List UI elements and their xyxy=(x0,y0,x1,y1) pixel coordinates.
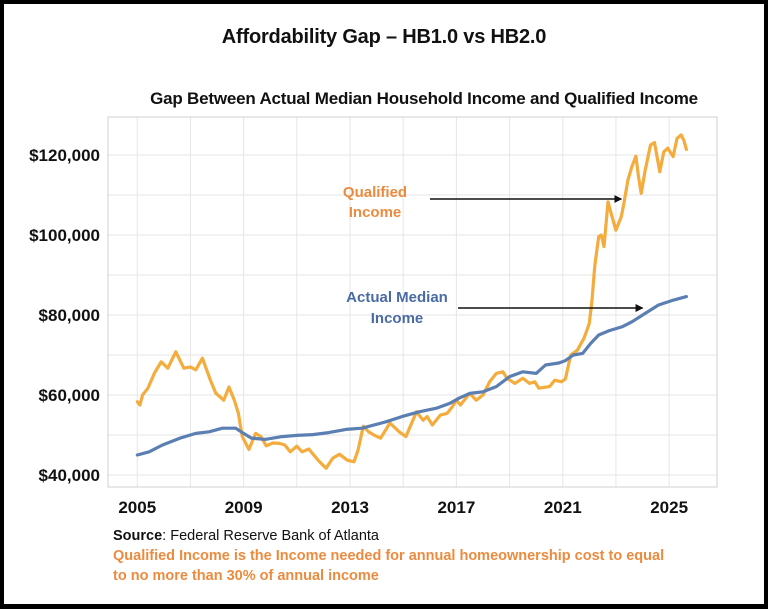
actual-median-income-annotation-label: Actual Median xyxy=(346,289,448,306)
x-tick-label: 2009 xyxy=(225,498,263,517)
x-tick-label: 2017 xyxy=(437,498,475,517)
definition-note-line-2: to no more than 30% of annual income xyxy=(113,568,379,584)
page-title: Affordability Gap – HB1.0 vs HB2.0 xyxy=(221,26,547,48)
y-axis-tick-labels: $40,000 $60,000 $80,000 $100,000 $120,000 xyxy=(29,146,100,485)
gridlines xyxy=(108,117,717,487)
annotations: Qualified Income Actual Median Income xyxy=(343,184,644,327)
y-tick-label: $80,000 xyxy=(39,306,100,325)
source-text: : Federal Reserve Bank of Atlanta xyxy=(162,528,379,544)
chart-title: Gap Between Actual Median Household Inco… xyxy=(150,89,698,108)
x-axis-tick-labels: 2005 2009 2013 2017 2021 2025 xyxy=(118,498,688,517)
x-tick-label: 2021 xyxy=(544,498,582,517)
x-tick-label: 2005 xyxy=(118,498,156,517)
qualified-income-line xyxy=(135,133,688,470)
y-tick-label: $40,000 xyxy=(39,466,100,485)
y-tick-label: $60,000 xyxy=(39,386,100,405)
series-lines xyxy=(135,133,688,470)
actual-median-income-line xyxy=(135,295,688,457)
source-line: Source: Federal Reserve Bank of Atlanta xyxy=(113,526,664,546)
x-tick-label: 2025 xyxy=(650,498,688,517)
definition-note-line-1: Qualified Income is the Income needed fo… xyxy=(113,548,665,564)
source-label: Source xyxy=(113,528,163,544)
y-tick-label: $100,000 xyxy=(29,226,100,245)
qualified-income-annotation-label: Qualified xyxy=(343,184,407,201)
plot-area-border xyxy=(107,116,718,488)
y-tick-label: $120,000 xyxy=(29,146,100,165)
actual-median-income-annotation-label: Income xyxy=(371,310,424,327)
qualified-income-annotation-label: Income xyxy=(349,204,402,221)
x-tick-label: 2013 xyxy=(331,498,369,517)
chart-footer: Source: Federal Reserve Bank of Atlanta … xyxy=(113,526,664,586)
